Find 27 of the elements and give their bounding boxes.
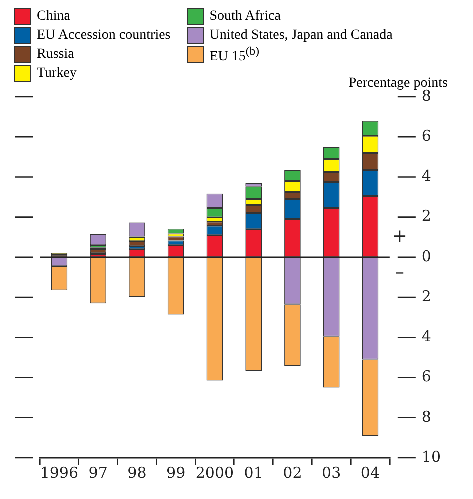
x-tick-label: 98 [128,464,147,482]
y-tick-label: 6 [422,368,432,386]
x-tick-label: 03 [322,464,342,482]
legend-label: EU Accession countries [37,27,171,45]
y-tick-label: 2 [422,287,432,306]
y-tick-label: 2 [422,207,432,226]
text: + [392,226,408,248]
x-tick-label: 02 [283,464,302,482]
legend-label: Turkey [37,65,77,83]
text: – [395,262,404,284]
legend-label: South Africa [210,8,281,26]
y-tick-label: 6 [422,127,432,145]
x-tick-label: 1996 [40,464,79,482]
y-tick-label: 8 [422,408,432,426]
y-tick-label: 4 [422,328,432,346]
legend-label: United States, Japan and Canada [210,27,393,45]
legend-label: EU 15$^{(b)}$ [210,44,260,67]
x-tick-label: 04 [360,464,380,482]
x-tick-label: 01 [244,464,264,482]
y-tick-label: 4 [422,167,432,186]
legend-label: Russia [37,46,74,64]
x-tick-label: 2000 [196,464,234,482]
y-tick-label: 10 [422,448,442,466]
y-tick-label: 0 [422,247,432,266]
x-tick-label: 99 [166,464,186,482]
x-tick-label: 97 [88,464,108,482]
legend-label: China [37,8,70,26]
